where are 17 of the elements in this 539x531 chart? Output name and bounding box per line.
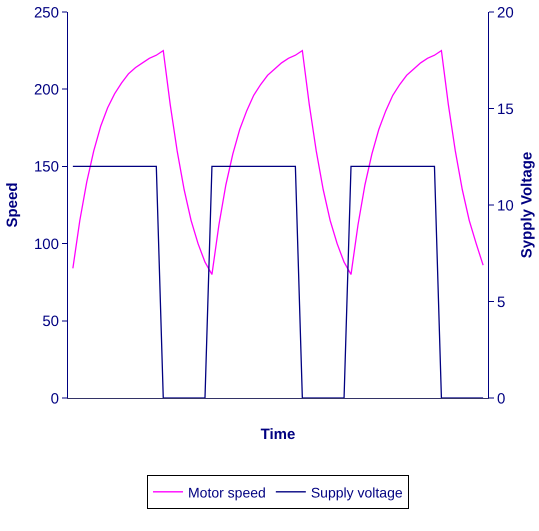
y-tick-label: 200 [34,81,59,98]
y-tick-label: 0 [50,390,59,408]
y2-tick-label: 20 [497,4,514,22]
y-tick-label: 100 [34,236,59,253]
y2-axis-title: Sypply Voltage [518,152,536,258]
y-tick-label: 50 [42,313,59,330]
y-tick-label: 150 [34,158,59,176]
line-series [72,50,484,276]
x-axis-title: Time [260,426,296,443]
legend-label: Motor speed [188,484,266,500]
y2-tick-label: 10 [497,197,514,214]
y2-tick-label: 5 [497,294,506,311]
y2-tick-label: 15 [497,100,514,118]
y-axis-title: Speed [4,182,22,228]
y-tick-label: 250 [34,4,59,22]
legend-label: Supply voltage [310,484,403,500]
y2-tick-label: 0 [497,390,506,408]
